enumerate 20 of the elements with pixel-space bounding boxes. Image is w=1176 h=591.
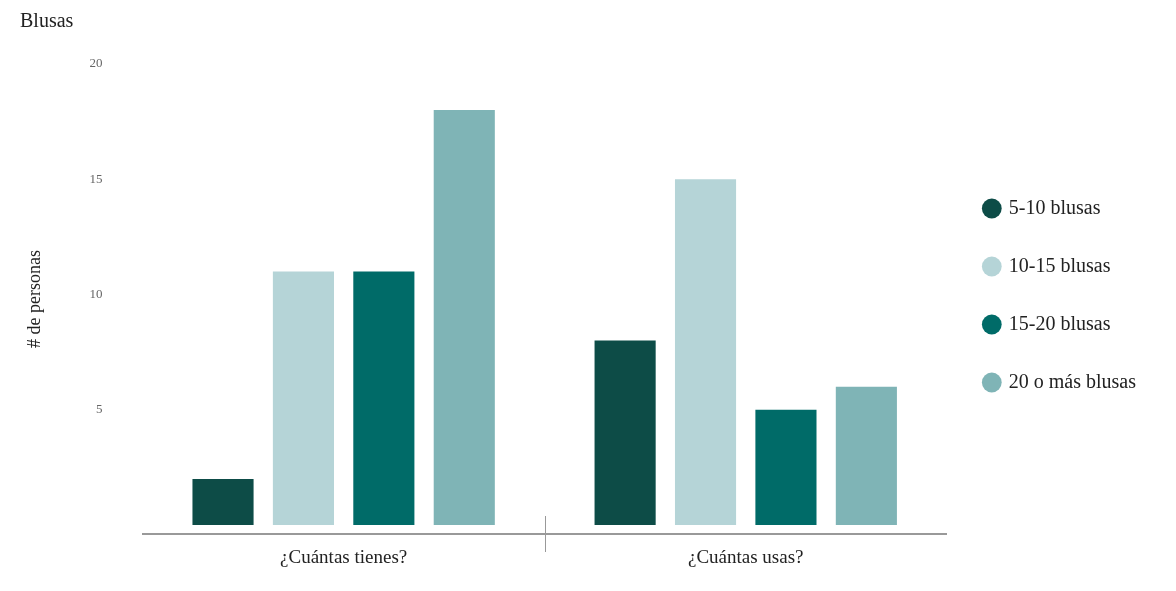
bar [433, 110, 495, 525]
bar [835, 386, 897, 525]
legend-label: 20 o más blusas [1008, 369, 1137, 392]
y-tick-label: 5 [96, 401, 103, 417]
y-tick-label: 15 [89, 170, 103, 186]
bar [755, 409, 817, 525]
bar [353, 271, 415, 525]
y-tick-label: 10 [89, 285, 103, 301]
legend-label: 5-10 blusas [1008, 195, 1101, 218]
legend-label: 15-20 blusas [1008, 311, 1111, 334]
x-tick-label: ¿Cuántas tienes? [280, 545, 408, 567]
bar [192, 478, 254, 525]
y-tick-label: 20 [89, 55, 103, 71]
chart-title: Blusas [20, 9, 74, 32]
bar [272, 271, 334, 525]
bar [594, 340, 656, 525]
x-tick-label: ¿Cuántas usas? [687, 545, 804, 567]
y-axis-title: # de personas [23, 250, 44, 349]
legend-label: 10-15 blusas [1008, 253, 1111, 276]
bar [674, 179, 737, 525]
